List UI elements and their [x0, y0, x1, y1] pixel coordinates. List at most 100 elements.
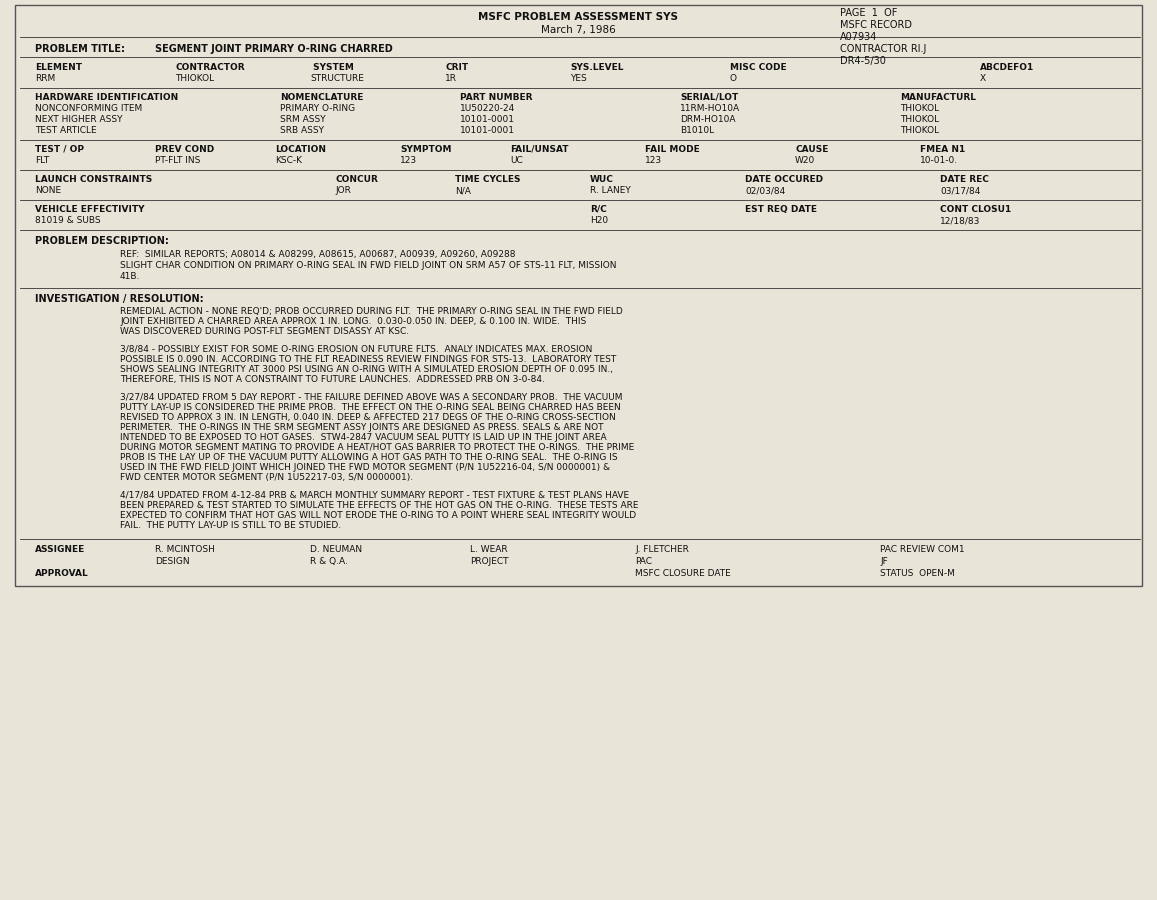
Text: JF: JF [880, 557, 887, 566]
Text: DESIGN: DESIGN [155, 557, 190, 566]
Text: 123: 123 [644, 156, 662, 165]
Text: UC: UC [510, 156, 523, 165]
Text: 3/8/84 - POSSIBLY EXIST FOR SOME O-RING EROSION ON FUTURE FLTS.  ANALY INDICATES: 3/8/84 - POSSIBLY EXIST FOR SOME O-RING … [120, 345, 592, 354]
Text: BEEN PREPARED & TEST STARTED TO SIMULATE THE EFFECTS OF THE HOT GAS ON THE O-RIN: BEEN PREPARED & TEST STARTED TO SIMULATE… [120, 501, 639, 510]
Text: PROJECT: PROJECT [470, 557, 508, 566]
Text: STRUCTURE: STRUCTURE [310, 74, 363, 83]
Text: WAS DISCOVERED DURING POST-FLT SEGMENT DISASSY AT KSC.: WAS DISCOVERED DURING POST-FLT SEGMENT D… [120, 327, 410, 336]
Text: NONCONFORMING ITEM: NONCONFORMING ITEM [35, 104, 142, 113]
Text: CAUSE: CAUSE [795, 145, 828, 154]
Text: PART NUMBER: PART NUMBER [460, 93, 532, 102]
Text: TEST ARTICLE: TEST ARTICLE [35, 126, 97, 135]
Text: H20: H20 [590, 216, 609, 225]
Text: TIME CYCLES: TIME CYCLES [455, 175, 521, 184]
Text: FAIL.  THE PUTTY LAY-UP IS STILL TO BE STUDIED.: FAIL. THE PUTTY LAY-UP IS STILL TO BE ST… [120, 521, 341, 530]
Text: DR4-5/30: DR4-5/30 [840, 56, 886, 66]
Text: B1010L: B1010L [680, 126, 714, 135]
Text: DATE OCCURED: DATE OCCURED [745, 175, 823, 184]
Text: REF:  SIMILAR REPORTS; A08014 & A08299, A08615, A00687, A00939, A09260, A09288: REF: SIMILAR REPORTS; A08014 & A08299, A… [120, 250, 516, 259]
Text: R/C: R/C [590, 205, 606, 214]
Text: STATUS  OPEN-M: STATUS OPEN-M [880, 569, 955, 578]
Text: SEGMENT JOINT PRIMARY O-RING CHARRED: SEGMENT JOINT PRIMARY O-RING CHARRED [155, 44, 392, 54]
Bar [15, 5, 1142, 586]
Text: 1U50220-24: 1U50220-24 [460, 104, 515, 113]
Text: PROB IS THE LAY UP OF THE VACUUM PUTTY ALLOWING A HOT GAS PATH TO THE O-RING SEA: PROB IS THE LAY UP OF THE VACUUM PUTTY A… [120, 453, 618, 462]
Text: 12/18/83: 12/18/83 [939, 216, 980, 225]
Text: SERIAL/LOT: SERIAL/LOT [680, 93, 738, 102]
Text: N/A: N/A [455, 186, 471, 195]
Text: R. MCINTOSH: R. MCINTOSH [155, 545, 215, 554]
Text: ELEMENT: ELEMENT [35, 63, 82, 72]
Text: APPROVAL: APPROVAL [35, 569, 89, 578]
Text: 02/03/84: 02/03/84 [745, 186, 786, 195]
Text: MSFC PROBLEM ASSESSMENT SYS: MSFC PROBLEM ASSESSMENT SYS [478, 12, 678, 22]
Text: MSFC RECORD: MSFC RECORD [840, 20, 912, 30]
Text: CRIT: CRIT [445, 63, 469, 72]
Text: SYS.LEVEL: SYS.LEVEL [570, 63, 624, 72]
Text: 4/17/84 UPDATED FROM 4-12-84 PRB & MARCH MONTHLY SUMMARY REPORT - TEST FIXTURE &: 4/17/84 UPDATED FROM 4-12-84 PRB & MARCH… [120, 491, 629, 500]
Text: 123: 123 [400, 156, 418, 165]
Text: MSFC CLOSURE DATE: MSFC CLOSURE DATE [635, 569, 731, 578]
Text: SRB ASSY: SRB ASSY [280, 126, 324, 135]
Text: HARDWARE IDENTIFICATION: HARDWARE IDENTIFICATION [35, 93, 178, 102]
Text: EXPECTED TO CONFIRM THAT HOT GAS WILL NOT ERODE THE O-RING TO A POINT WHERE SEAL: EXPECTED TO CONFIRM THAT HOT GAS WILL NO… [120, 511, 636, 520]
Text: DURING MOTOR SEGMENT MATING TO PROVIDE A HEAT/HOT GAS BARRIER TO PROTECT THE O-R: DURING MOTOR SEGMENT MATING TO PROVIDE A… [120, 443, 634, 452]
Text: 10101-0001: 10101-0001 [460, 115, 515, 124]
Text: 03/17/84: 03/17/84 [939, 186, 980, 195]
Text: CONT CLOSU1: CONT CLOSU1 [939, 205, 1011, 214]
Text: PERIMETER.  THE O-RINGS IN THE SRM SEGMENT ASSY JOINTS ARE DESIGNED AS PRESS. SE: PERIMETER. THE O-RINGS IN THE SRM SEGMEN… [120, 423, 604, 432]
Text: FMEA N1: FMEA N1 [920, 145, 965, 154]
Text: THIOKOL: THIOKOL [900, 126, 939, 135]
Text: PAC REVIEW COM1: PAC REVIEW COM1 [880, 545, 965, 554]
Text: LOCATION: LOCATION [275, 145, 326, 154]
Text: X: X [980, 74, 986, 83]
Text: YES: YES [570, 74, 587, 83]
Text: March 7, 1986: March 7, 1986 [540, 25, 616, 35]
Text: 1R: 1R [445, 74, 457, 83]
Text: FWD CENTER MOTOR SEGMENT (P/N 1U52217-03, S/N 0000001).: FWD CENTER MOTOR SEGMENT (P/N 1U52217-03… [120, 473, 413, 482]
Text: EST REQ DATE: EST REQ DATE [745, 205, 817, 214]
Text: POSSIBLE IS 0.090 IN. ACCORDING TO THE FLT READINESS REVIEW FINDINGS FOR STS-13.: POSSIBLE IS 0.090 IN. ACCORDING TO THE F… [120, 355, 617, 364]
Text: CONCUR: CONCUR [336, 175, 378, 184]
Text: DRM-HO10A: DRM-HO10A [680, 115, 736, 124]
Text: ASSIGNEE: ASSIGNEE [35, 545, 86, 554]
Text: FLT: FLT [35, 156, 50, 165]
Text: JOINT EXHIBITED A CHARRED AREA APPROX 1 IN. LONG.  0.030-0.050 IN. DEEP, & 0.100: JOINT EXHIBITED A CHARRED AREA APPROX 1 … [120, 317, 587, 326]
Text: MANUFACTURL: MANUFACTURL [900, 93, 977, 102]
Text: R. LANEY: R. LANEY [590, 186, 631, 195]
Text: L. WEAR: L. WEAR [470, 545, 508, 554]
Text: D. NEUMAN: D. NEUMAN [310, 545, 362, 554]
Text: PROBLEM TITLE:: PROBLEM TITLE: [35, 44, 125, 54]
Text: REMEDIAL ACTION - NONE REQ'D; PROB OCCURRED DURING FLT.  THE PRIMARY O-RING SEAL: REMEDIAL ACTION - NONE REQ'D; PROB OCCUR… [120, 307, 622, 316]
Text: PAGE  1  OF: PAGE 1 OF [840, 8, 898, 18]
Text: SHOWS SEALING INTEGRITY AT 3000 PSI USING AN O-RING WITH A SIMULATED EROSION DEP: SHOWS SEALING INTEGRITY AT 3000 PSI USIN… [120, 365, 613, 374]
Text: 11RM-HO10A: 11RM-HO10A [680, 104, 740, 113]
Text: CONTRACTOR: CONTRACTOR [175, 63, 244, 72]
Text: THIOKOL: THIOKOL [900, 115, 939, 124]
Text: PREV COND: PREV COND [155, 145, 214, 154]
Text: NONE: NONE [35, 186, 61, 195]
Text: O: O [730, 74, 737, 83]
Text: WUC: WUC [590, 175, 614, 184]
Text: INTENDED TO BE EXPOSED TO HOT GASES.  STW4-2847 VACUUM SEAL PUTTY IS LAID UP IN : INTENDED TO BE EXPOSED TO HOT GASES. STW… [120, 433, 606, 442]
Text: ABCDEFO1: ABCDEFO1 [980, 63, 1034, 72]
Text: NOMENCLATURE: NOMENCLATURE [280, 93, 363, 102]
Text: PUTTY LAY-UP IS CONSIDERED THE PRIME PROB.  THE EFFECT ON THE O-RING SEAL BEING : PUTTY LAY-UP IS CONSIDERED THE PRIME PRO… [120, 403, 621, 412]
Text: FAIL MODE: FAIL MODE [644, 145, 700, 154]
Text: SRM ASSY: SRM ASSY [280, 115, 325, 124]
Text: THEREFORE, THIS IS NOT A CONSTRAINT TO FUTURE LAUNCHES.  ADDRESSED PRB ON 3-0-84: THEREFORE, THIS IS NOT A CONSTRAINT TO F… [120, 375, 545, 384]
Text: RRM: RRM [35, 74, 56, 83]
Text: W20: W20 [795, 156, 816, 165]
Text: NEXT HIGHER ASSY: NEXT HIGHER ASSY [35, 115, 123, 124]
Text: J. FLETCHER: J. FLETCHER [635, 545, 688, 554]
Text: TEST / OP: TEST / OP [35, 145, 84, 154]
Text: 3/27/84 UPDATED FROM 5 DAY REPORT - THE FAILURE DEFINED ABOVE WAS A SECONDARY PR: 3/27/84 UPDATED FROM 5 DAY REPORT - THE … [120, 393, 622, 402]
Text: A07934: A07934 [840, 32, 877, 42]
Text: PT-FLT INS: PT-FLT INS [155, 156, 200, 165]
Text: PROBLEM DESCRIPTION:: PROBLEM DESCRIPTION: [35, 236, 169, 246]
Text: LAUNCH CONSTRAINTS: LAUNCH CONSTRAINTS [35, 175, 153, 184]
Text: THIOKOL: THIOKOL [175, 74, 214, 83]
Text: SLIGHT CHAR CONDITION ON PRIMARY O-RING SEAL IN FWD FIELD JOINT ON SRM A57 OF ST: SLIGHT CHAR CONDITION ON PRIMARY O-RING … [120, 261, 617, 270]
Text: CONTRACTOR Rl.J: CONTRACTOR Rl.J [840, 44, 927, 54]
Text: USED IN THE FWD FIELD JOINT WHICH JOINED THE FWD MOTOR SEGMENT (P/N 1U52216-04, : USED IN THE FWD FIELD JOINT WHICH JOINED… [120, 463, 610, 472]
